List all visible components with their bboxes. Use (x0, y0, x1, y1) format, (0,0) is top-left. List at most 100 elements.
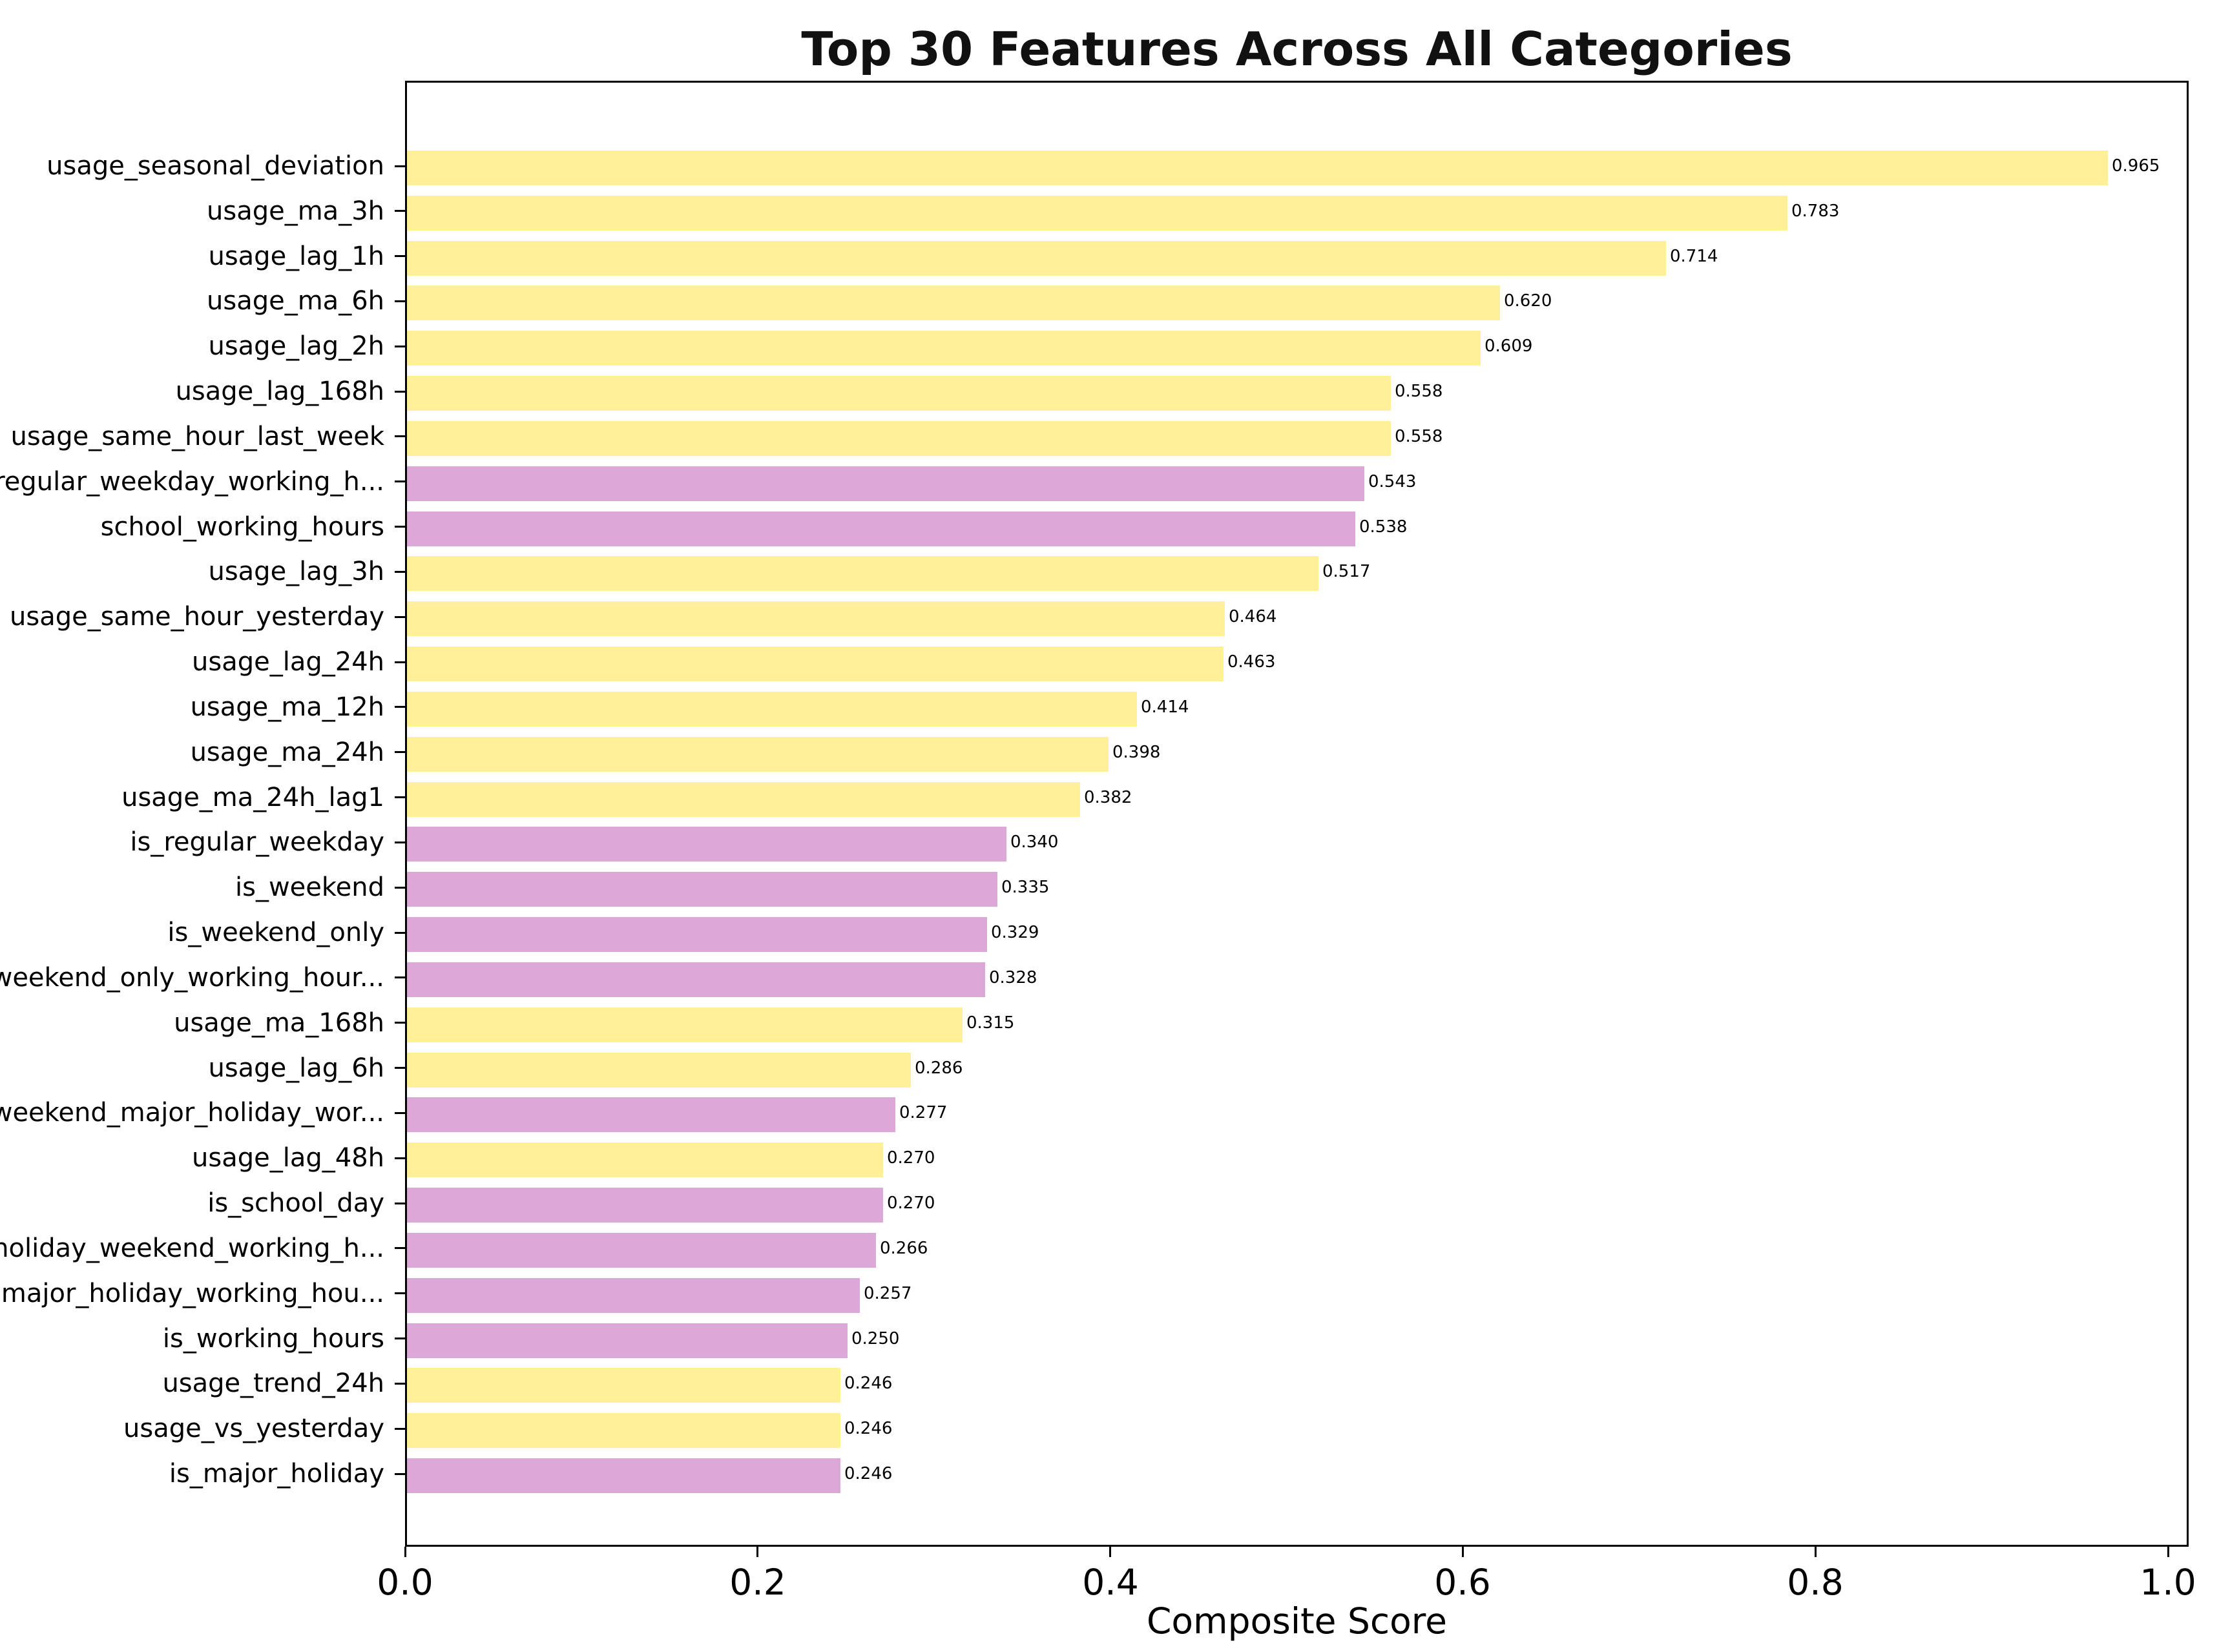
bar-value-label: 0.286 (915, 1058, 963, 1078)
y-tick (395, 706, 405, 708)
bar-value-label: 0.965 (2112, 156, 2160, 176)
y-tick-label: is_major_holiday (169, 1459, 384, 1489)
y-tick-label: usage_lag_168h (175, 377, 384, 406)
y-tick-label: holiday_weekend_working_h... (0, 1234, 384, 1263)
bar-is-regular-weekday (407, 827, 1006, 862)
y-tick (395, 346, 405, 347)
bar-value-label: 0.315 (966, 1013, 1015, 1033)
y-tick-label: usage_ma_12h (190, 692, 384, 722)
y-tick-label: is_weekend_only (167, 918, 384, 947)
x-tick (1109, 1547, 1111, 1557)
bar-value-label: 0.783 (1791, 201, 1840, 221)
bar-value-label: 0.620 (1504, 291, 1552, 311)
bar-weekend-major-holiday-wor- (407, 1097, 895, 1132)
bar-major-holiday-working-hou- (407, 1278, 860, 1313)
y-tick (395, 932, 405, 934)
bar-value-label: 0.246 (844, 1419, 893, 1438)
bar-usage-lag-6h (407, 1053, 911, 1088)
bar-is-working-hours (407, 1323, 848, 1358)
bar-usage-vs-yesterday (407, 1413, 840, 1448)
y-tick-label: usage_ma_3h (207, 196, 384, 226)
x-tick-label: 0.2 (729, 1562, 786, 1603)
y-tick-label: usage_seasonal_deviation (47, 151, 384, 181)
y-tick-label: usage_lag_24h (192, 647, 384, 677)
x-tick (1815, 1547, 1817, 1557)
y-tick (395, 796, 405, 798)
bar-usage-same-hour-yesterday (407, 601, 1225, 636)
bar-value-label: 0.270 (887, 1193, 935, 1213)
y-tick (395, 526, 405, 528)
bar-value-label: 0.414 (1141, 697, 1189, 717)
y-tick (395, 887, 405, 889)
bar-value-label: 0.517 (1322, 562, 1371, 581)
x-tick-label: 0.6 (1434, 1562, 1491, 1603)
bar-holiday-weekend-working-h- (407, 1233, 876, 1268)
y-tick-label: usage_lag_48h (192, 1143, 384, 1173)
y-tick-label: usage_lag_2h (208, 331, 384, 361)
bar-value-label: 0.246 (844, 1464, 893, 1483)
bar-is-major-holiday (407, 1458, 840, 1493)
x-tick-label: 0.0 (377, 1562, 433, 1603)
y-tick-label: usage_lag_1h (208, 242, 384, 271)
y-tick (395, 1473, 405, 1475)
y-tick (395, 210, 405, 212)
y-tick-label: usage_trend_24h (162, 1368, 384, 1398)
x-tick (1462, 1547, 1464, 1557)
y-tick (395, 165, 405, 167)
bar-value-label: 0.538 (1359, 517, 1408, 537)
bar-is-weekend (407, 872, 997, 907)
y-tick (395, 435, 405, 437)
bar-value-label: 0.558 (1395, 382, 1443, 401)
y-tick-label: usage_vs_yesterday (123, 1414, 384, 1443)
y-tick-label: weekend_major_holiday_wor... (0, 1098, 384, 1128)
bar-is-school-day (407, 1188, 883, 1223)
bar-value-label: 0.329 (991, 923, 1039, 942)
y-tick-label: usage_ma_24h_lag1 (121, 783, 384, 812)
bar-value-label: 0.246 (844, 1374, 893, 1393)
y-tick (395, 571, 405, 573)
y-tick-label: weekend_only_working_hour... (0, 963, 384, 993)
bar-regular-weekday-working-h- (407, 466, 1364, 501)
bar-value-label: 0.257 (864, 1284, 912, 1303)
y-tick (395, 841, 405, 843)
y-tick (395, 1157, 405, 1159)
y-tick-label: is_regular_weekday (130, 827, 384, 857)
y-tick-label: usage_ma_24h (190, 738, 384, 767)
bar-value-label: 0.250 (851, 1329, 900, 1348)
y-tick (395, 1247, 405, 1249)
y-tick (395, 616, 405, 618)
bar-usage-lag-168h (407, 376, 1391, 411)
bar-usage-ma-12h (407, 692, 1137, 727)
bar-usage-lag-48h (407, 1142, 883, 1177)
y-tick (395, 1067, 405, 1069)
y-tick-label: is_school_day (207, 1188, 384, 1218)
bar-usage-ma-168h (407, 1007, 963, 1042)
bar-usage-lag-24h (407, 646, 1224, 681)
y-tick (395, 661, 405, 663)
y-tick-label: regular_weekday_working_h... (0, 467, 384, 497)
bar-value-label: 0.714 (1670, 247, 1718, 266)
y-tick (395, 1337, 405, 1339)
bar-value-label: 0.266 (880, 1239, 928, 1258)
y-tick (395, 1383, 405, 1385)
y-tick-label: usage_lag_3h (208, 557, 384, 586)
bar-usage-seasonal-deviation (407, 150, 2108, 185)
chart-title: Top 30 Features Across All Categories (801, 22, 1793, 76)
bar-usage-lag-2h (407, 331, 1481, 366)
bar-value-label: 0.340 (1010, 832, 1059, 852)
y-tick (395, 391, 405, 393)
x-axis-label: Composite Score (1146, 1600, 1448, 1642)
bar-usage-ma-24h-lag1 (407, 782, 1080, 817)
y-tick-label: usage_same_hour_last_week (10, 422, 385, 451)
bar-value-label: 0.609 (1485, 336, 1533, 356)
y-tick (395, 255, 405, 257)
bar-value-label: 0.382 (1084, 788, 1132, 807)
bar-value-label: 0.558 (1395, 427, 1443, 446)
bar-school-working-hours (407, 511, 1355, 546)
y-tick (395, 1203, 405, 1204)
y-tick-label: major_holiday_working_hou... (1, 1279, 384, 1308)
y-tick (395, 1428, 405, 1430)
y-tick (395, 480, 405, 482)
x-tick (756, 1547, 758, 1557)
y-tick (395, 976, 405, 978)
